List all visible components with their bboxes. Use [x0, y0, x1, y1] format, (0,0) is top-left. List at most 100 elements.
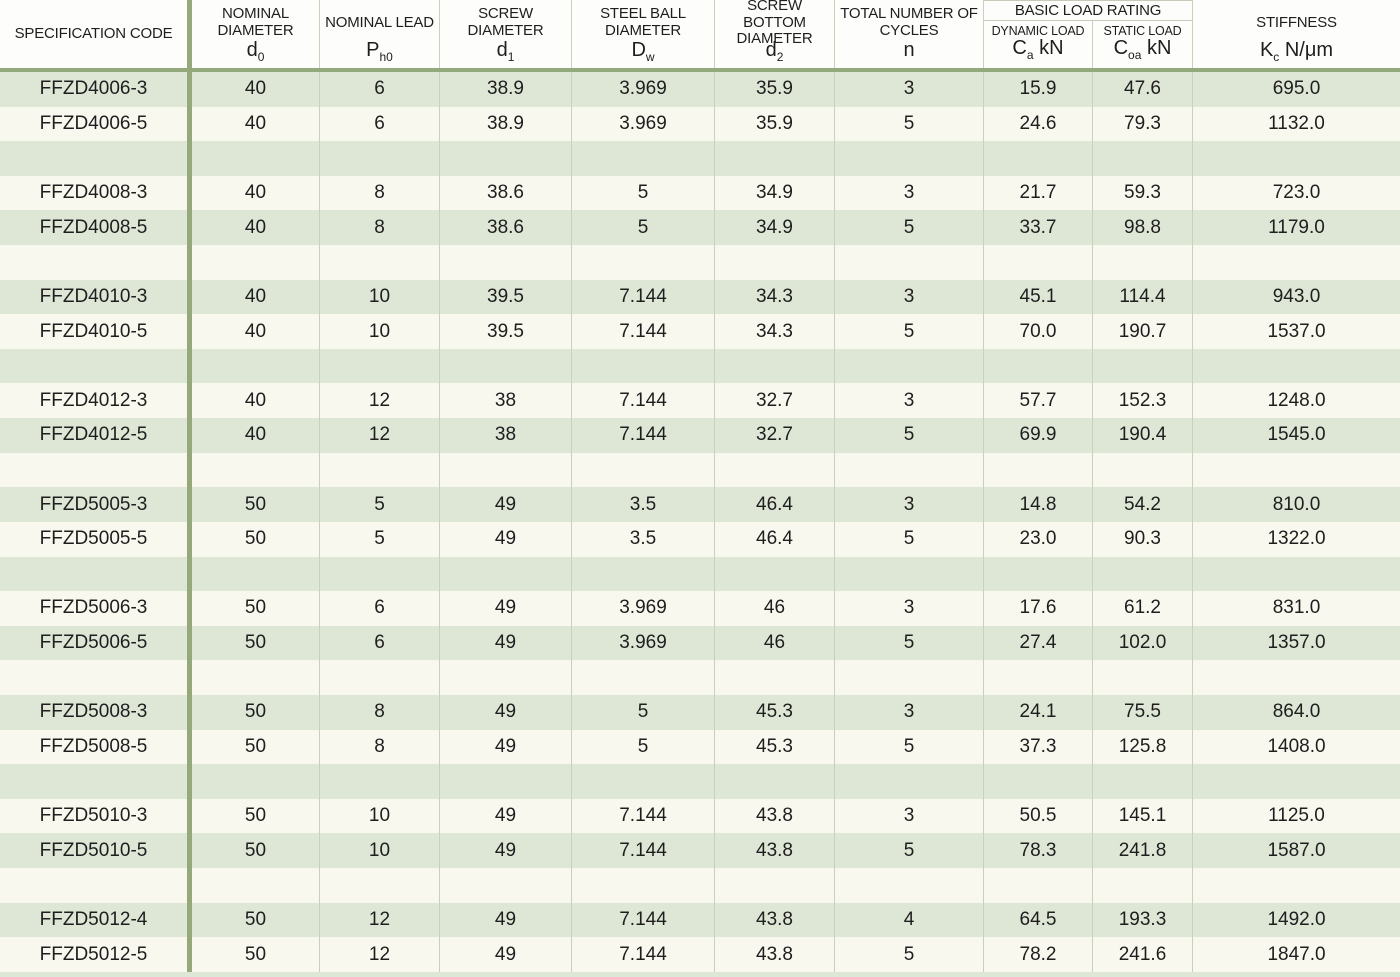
header-steel-ball-diameter: STEEL BALL DIAMETER Dw	[572, 0, 715, 68]
cell-dw: 7.144	[572, 383, 715, 419]
cell-kc: 810.0	[1272, 493, 1321, 515]
cell-ph0: 6	[320, 591, 440, 626]
cell-empty	[572, 141, 715, 176]
cell-n: 5	[835, 106, 984, 142]
cell-d0: 50	[192, 729, 320, 765]
table-row: FFZD5006-5 50 6 49 3.969 46 5 27.4 102.0 1357.0	[0, 625, 1400, 661]
cell-empty	[984, 452, 1093, 488]
table-row: FFZD4010-3 40 10 39.5 7.144 34.3 3 45.1 114.4 943…	[0, 279, 1400, 315]
cell-d1: 38	[440, 383, 572, 419]
cell-n: 5	[835, 418, 984, 453]
cell-empty	[1093, 660, 1193, 695]
cell-d1: 39.5	[440, 279, 572, 315]
cell-d2: 32.7	[715, 383, 835, 419]
header-basic-load-rating: BASIC LOAD RATING DYNAMIC LOAD Ca kN STA…	[984, 0, 1193, 68]
cell-d2: 43.8	[715, 902, 835, 938]
header-symbol-kc: Kc N/μm	[1259, 39, 1334, 64]
cell-d0: 40	[192, 72, 320, 107]
cell-empty	[715, 556, 835, 592]
cell-ca: 37.3	[984, 729, 1093, 765]
cell-d1: 49	[440, 833, 572, 869]
table-row-separator	[0, 556, 1400, 592]
cell-empty	[572, 452, 715, 488]
cell-spec: FFZD5010-3	[0, 798, 192, 834]
cell-dw: 5	[572, 175, 715, 211]
cell-empty	[984, 141, 1093, 176]
cell-empty	[440, 141, 572, 176]
cell-ca: 21.7	[984, 175, 1093, 211]
cell-empty	[835, 245, 984, 280]
cell-kc: 943.0	[1272, 285, 1321, 307]
cell-d0: 40	[192, 106, 320, 142]
cell-ca: 45.1	[984, 279, 1093, 315]
cell-dw: 7.144	[572, 279, 715, 315]
cell-dw: 5	[572, 729, 715, 765]
header-label-nominal-lead: NOMINAL LEAD	[325, 13, 434, 31]
header-symbol-dw: Dw	[631, 39, 655, 64]
header-static-load: STATIC LOAD Coa kN	[1093, 21, 1192, 68]
cell-n: 5	[835, 937, 984, 972]
cell-n: 3	[835, 487, 984, 522]
cell-spec: FFZD4010-3	[0, 279, 192, 315]
cell-d0: 50	[192, 521, 320, 557]
cell-d1: 49	[440, 487, 572, 522]
cell-ca: 15.9	[984, 72, 1093, 107]
cell-d1: 49	[440, 625, 572, 661]
cell-empty	[440, 452, 572, 488]
header-group-title: BASIC LOAD RATING	[984, 0, 1192, 21]
cell-ca: 23.0	[984, 521, 1093, 557]
cell-empty	[192, 764, 320, 799]
cell-spec: FFZD5006-5	[0, 625, 192, 661]
header-label-nominal-diameter: NOMINAL DIAMETER	[217, 5, 294, 39]
cell-empty	[572, 868, 715, 903]
cell-d1: 49	[440, 902, 572, 938]
cell-empty	[0, 556, 192, 592]
cell-coa: 190.7	[1093, 314, 1193, 349]
cell-coa: 190.4	[1093, 418, 1193, 453]
cell-ph0: 5	[320, 521, 440, 557]
table-row: FFZD5006-3 50 6 49 3.969 46 3 17.6 61.2 831.0	[0, 591, 1400, 626]
cell-d2: 43.8	[715, 937, 835, 972]
cell-empty	[1193, 349, 1400, 384]
header-symbol-n: n	[903, 39, 915, 61]
cell-d1: 38	[440, 418, 572, 453]
cell-d1: 49	[440, 729, 572, 765]
cell-d0: 50	[192, 591, 320, 626]
cell-empty	[0, 141, 192, 176]
cell-empty	[715, 141, 835, 176]
cell-ca: 78.2	[984, 937, 1093, 972]
cell-d1: 38.9	[440, 106, 572, 142]
cell-d1: 49	[440, 591, 572, 626]
cell-d0: 40	[192, 279, 320, 315]
cell-d0: 50	[192, 902, 320, 938]
cell-d2: 46	[715, 591, 835, 626]
cell-kc: 1132.0	[1268, 112, 1325, 134]
cell-d2: 34.9	[715, 210, 835, 246]
cell-coa: 61.2	[1093, 591, 1193, 626]
cell-coa: 59.3	[1093, 175, 1193, 211]
cell-d2: 43.8	[715, 798, 835, 834]
cell-dw: 5	[572, 694, 715, 730]
cell-dw: 3.5	[572, 521, 715, 557]
cell-empty	[984, 660, 1093, 695]
cell-coa: 193.3	[1093, 902, 1193, 938]
cell-spec: FFZD4008-5	[0, 210, 192, 246]
cell-coa: 54.2	[1093, 487, 1193, 522]
cell-n: 3	[835, 72, 984, 107]
cell-empty	[715, 764, 835, 799]
cell-empty	[192, 868, 320, 903]
cell-spec: FFZD5006-3	[0, 591, 192, 626]
table-row: FFZD5010-5 50 10 49 7.144 43.8 5 78.3 241.8 1587.…	[0, 833, 1400, 869]
cell-empty	[192, 141, 320, 176]
cell-ca: 70.0	[984, 314, 1093, 349]
table-row-separator	[0, 245, 1400, 280]
cell-kc: 1545.0	[1267, 424, 1326, 446]
cell-empty	[1193, 868, 1400, 903]
cell-coa: 125.8	[1093, 729, 1193, 765]
cell-empty	[320, 141, 440, 176]
cell-spec: FFZD4006-5	[0, 106, 192, 142]
cell-spec: FFZD5005-3	[0, 487, 192, 522]
cell-kc: 1322.0	[1267, 528, 1326, 550]
table-row-separator	[0, 348, 1400, 384]
cell-dw: 3.969	[572, 106, 715, 142]
